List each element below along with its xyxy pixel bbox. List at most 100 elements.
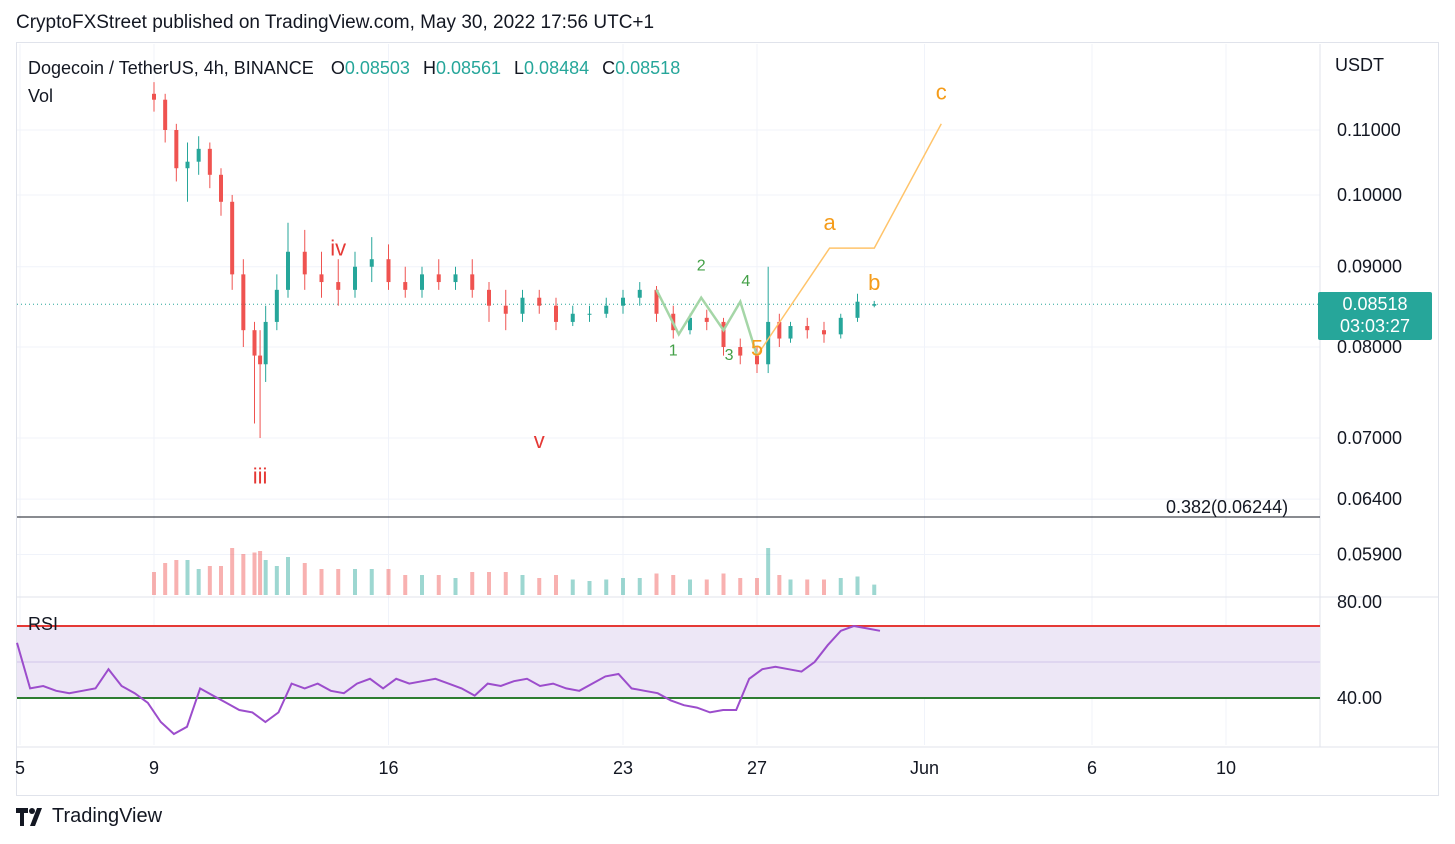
- candle-body: [766, 321, 771, 365]
- time-tick-label: 6: [1087, 758, 1097, 778]
- volume-bar: [637, 578, 642, 595]
- candle-body: [274, 289, 279, 322]
- time-tick-label: 9: [149, 758, 159, 778]
- candle-body: [738, 347, 743, 356]
- candle-body: [263, 321, 268, 365]
- volume-bar: [319, 569, 324, 595]
- volume-bar: [621, 578, 625, 595]
- volume-bar: [163, 563, 168, 595]
- candle-body: [369, 259, 374, 267]
- candle-body: [152, 93, 156, 100]
- candle-body: [621, 297, 625, 306]
- low-value: 0.08484: [524, 58, 590, 78]
- price-tick-label: 0.06400: [1337, 489, 1402, 509]
- candle-body: [520, 297, 525, 314]
- volume-bar: [788, 579, 793, 595]
- volume-bar: [721, 573, 726, 595]
- volume-bar: [386, 569, 391, 595]
- candle-body: [241, 274, 246, 331]
- volume-bar: [587, 581, 592, 595]
- price-axis-unit[interactable]: USDT: [1335, 55, 1384, 75]
- rsi-pane-label[interactable]: RSI: [28, 614, 59, 634]
- price-tick-label: 0.09000: [1337, 257, 1402, 277]
- volume-bar: [152, 572, 156, 595]
- wave-label: c: [936, 80, 947, 105]
- candle-body: [174, 130, 179, 169]
- volume-bar: [755, 578, 759, 595]
- candle-body: [353, 266, 357, 290]
- price-tick-label: 0.10000: [1337, 185, 1402, 205]
- volume-bar: [258, 551, 263, 595]
- candle-body: [721, 321, 726, 348]
- volume-bar: [174, 560, 179, 595]
- candle-body: [755, 355, 759, 365]
- candle-body: [487, 289, 491, 306]
- candle-body: [163, 99, 168, 130]
- volume-bar: [537, 578, 542, 595]
- candle-body: [453, 274, 458, 283]
- symbol-legend[interactable]: Dogecoin / TetherUS, 4h, BINANCE O0.0850…: [28, 58, 680, 79]
- candle-body: [185, 161, 190, 169]
- rsi-tick-label: 40.00: [1337, 688, 1382, 708]
- volume-bar: [855, 576, 860, 595]
- wave-label: 3: [725, 347, 734, 364]
- bar-countdown: 03:03:27: [1339, 316, 1411, 336]
- wave-label: 5: [751, 336, 763, 361]
- candle-body: [554, 305, 558, 322]
- fib-level-label: 0.382(0.06244): [1166, 497, 1289, 517]
- volume-bar: [241, 554, 246, 595]
- volume-bar: [688, 579, 692, 595]
- high-label: H: [422, 58, 436, 78]
- candle-body: [805, 326, 810, 331]
- volume-bar: [207, 566, 212, 595]
- volume-bar: [302, 563, 307, 595]
- volume-bar: [704, 579, 709, 595]
- candle-body: [838, 317, 843, 335]
- volume-bar: [420, 575, 424, 595]
- candle-body: [420, 274, 424, 290]
- volume-bar: [766, 548, 771, 595]
- volume-bar: [487, 572, 491, 595]
- wave-label: 1: [669, 343, 678, 360]
- candle-body: [252, 330, 257, 356]
- volume-bar: [777, 575, 782, 595]
- volume-bar: [353, 569, 357, 595]
- price-tick-label: 0.07000: [1337, 428, 1402, 448]
- volume-bar: [263, 560, 268, 595]
- volume-bar: [872, 584, 877, 595]
- volume-bar: [554, 575, 558, 595]
- candle-body: [855, 301, 860, 318]
- volume-bar: [196, 569, 201, 595]
- rsi-line: [16, 624, 881, 736]
- volume-pane-label[interactable]: Vol: [28, 86, 54, 106]
- volume-bar: [230, 548, 235, 595]
- price-tick-label: 0.11000: [1337, 120, 1401, 140]
- candle-body: [386, 259, 391, 283]
- wave-label: 2: [697, 258, 706, 275]
- volume-bar: [822, 579, 826, 595]
- open-label: O: [330, 58, 345, 78]
- volume-bar: [274, 566, 279, 595]
- volume-bar: [604, 579, 609, 595]
- candle-body: [704, 317, 709, 322]
- candle-body: [219, 174, 223, 202]
- volume-bar: [470, 572, 475, 595]
- candle-body: [570, 313, 575, 322]
- candle-body: [196, 148, 201, 162]
- high-value: 0.08561: [435, 58, 502, 78]
- price-tick-label: 0.05900: [1337, 544, 1402, 564]
- candle-body: [503, 305, 508, 314]
- time-tick-label: 16: [378, 758, 398, 778]
- tradingview-brand[interactable]: TradingView: [16, 805, 162, 828]
- brand-name: TradingView: [52, 805, 163, 827]
- candle-body: [637, 289, 642, 298]
- volume-bar: [805, 579, 810, 595]
- symbol-name: Dogecoin / TetherUS, 4h, BINANCE: [28, 58, 314, 78]
- candle-body: [587, 313, 592, 315]
- wave-label: a: [823, 210, 836, 235]
- volume-bar: [838, 578, 843, 595]
- candle-body: [403, 282, 408, 290]
- candle-body: [788, 326, 793, 339]
- candle-body: [436, 274, 441, 283]
